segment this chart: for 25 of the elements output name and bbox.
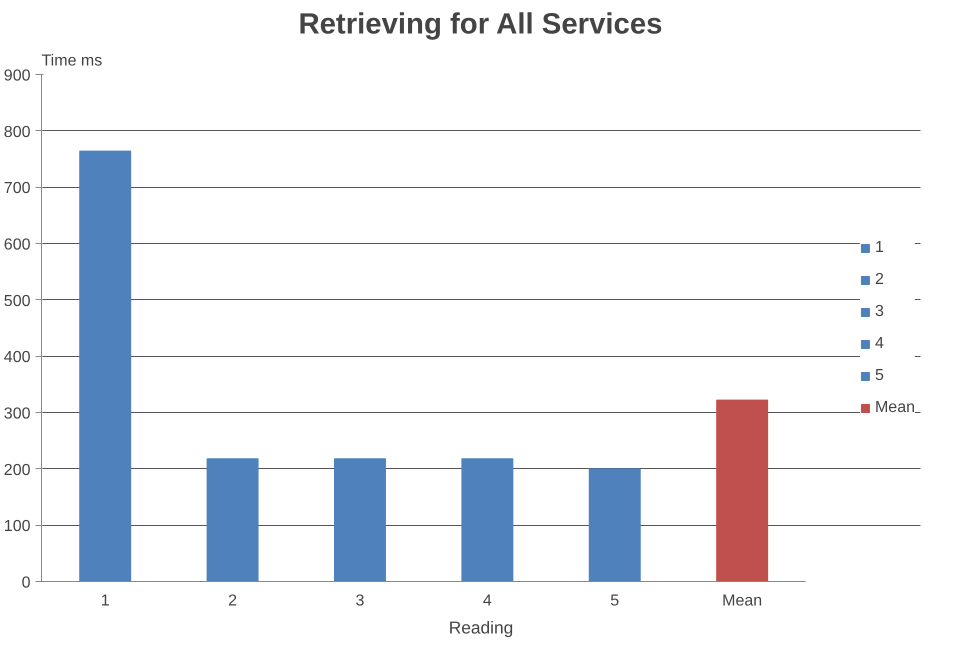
y-tick-label: 600: [4, 236, 31, 254]
x-tick-label: Mean: [722, 592, 762, 610]
x-tick-label: 3: [356, 592, 365, 610]
chart-title: Retrieving for All Services: [298, 8, 662, 40]
y-tick-label: 900: [4, 68, 31, 84]
x-tick-label: 2: [228, 592, 238, 610]
x-tick-label: 5: [610, 592, 620, 610]
y-tick-label: 700: [4, 180, 31, 198]
legend-label: 5: [874, 366, 885, 384]
legend-label: Mean: [874, 398, 915, 416]
legend-label: 2: [874, 270, 885, 288]
y-tick-label: 400: [4, 349, 31, 366]
y-axis-title: Time ms: [42, 52, 102, 70]
legend-label: 4: [874, 334, 885, 352]
x-axis-title: Reading: [448, 618, 514, 638]
y-tick-label: 200: [4, 462, 31, 479]
y-tick-label: 0: [22, 574, 31, 592]
y-tick-label: 300: [4, 406, 31, 422]
x-tick-label: 4: [482, 592, 492, 610]
legend-label: 1: [874, 238, 885, 256]
x-tick-label: 1: [100, 592, 110, 610]
y-tick-label: 500: [4, 292, 31, 310]
y-tick-label: 100: [4, 518, 31, 536]
legend-label: 3: [874, 302, 885, 320]
y-tick-label: 800: [4, 124, 31, 141]
